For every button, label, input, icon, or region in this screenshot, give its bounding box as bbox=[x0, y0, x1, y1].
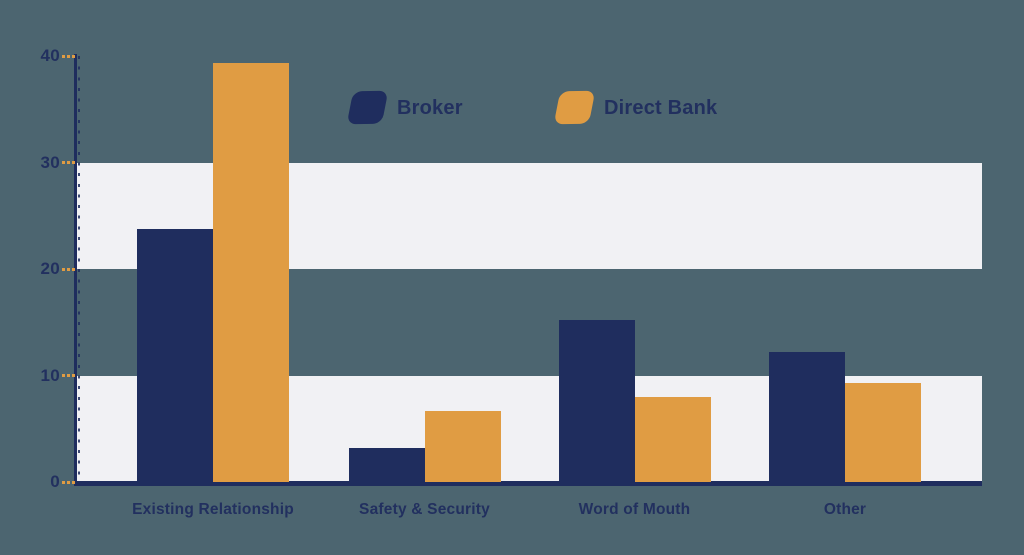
legend-item-direct-bank: Direct Bank bbox=[553, 90, 718, 125]
y-axis-major-tick bbox=[62, 161, 75, 164]
legend-label-direct-bank: Direct Bank bbox=[604, 96, 718, 119]
bar-direct-bank-other bbox=[845, 382, 921, 482]
legend-item-broker: Broker bbox=[346, 90, 463, 125]
bar-broker-other bbox=[769, 352, 845, 482]
y-axis-major-tick bbox=[62, 374, 75, 377]
legend-swatch-broker bbox=[346, 90, 389, 125]
y-axis-tick-label: 10 bbox=[40, 365, 60, 385]
x-axis-category-label: Safety & Security bbox=[359, 501, 490, 518]
y-axis-tick-label: 40 bbox=[40, 46, 60, 65]
y-axis-minor-ticks bbox=[78, 56, 80, 482]
legend-label-broker: Broker bbox=[397, 96, 463, 119]
bar-broker-word-of-mouth bbox=[558, 320, 635, 482]
bar-broker-safety-security bbox=[348, 447, 425, 482]
x-axis-category-label: Existing Relationship bbox=[132, 501, 294, 518]
legend-swatch-direct-bank bbox=[553, 90, 596, 125]
x-axis-category-label: Other bbox=[823, 501, 867, 518]
y-axis-tick-label: 20 bbox=[40, 259, 60, 278]
bar-direct-bank-word-of-mouth bbox=[634, 396, 711, 482]
bar-direct-bank-existing-relationship bbox=[213, 63, 289, 482]
y-axis-major-tick bbox=[62, 480, 75, 484]
bar-direct-bank-safety-security bbox=[424, 410, 501, 482]
x-axis-line bbox=[74, 481, 982, 486]
y-axis-major-tick bbox=[62, 267, 75, 271]
x-axis-category-label: Word of Mouth bbox=[578, 501, 691, 518]
y-axis-major-tick bbox=[62, 54, 75, 58]
bar-broker-existing-relationship bbox=[137, 228, 213, 482]
y-axis-line bbox=[74, 54, 77, 486]
y-axis-tick-label: 30 bbox=[40, 152, 60, 172]
y-axis-tick-label: 0 bbox=[50, 472, 60, 491]
